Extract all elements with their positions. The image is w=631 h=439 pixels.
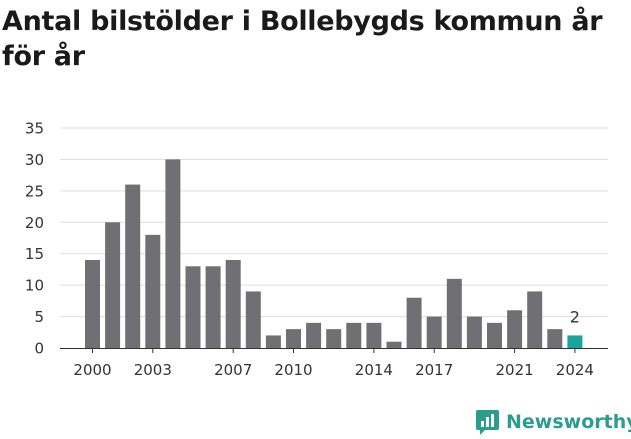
bar [366,322,382,348]
bar [145,234,161,348]
bar [225,260,241,348]
brand-name: Newsworthy [506,411,631,433]
data-label: 2 [570,307,580,326]
y-tick-label: 20 [25,214,44,232]
bar [245,291,261,348]
chart-title: Antal bilstölder i Bollebygds kommun år … [2,6,603,72]
bar [446,278,462,348]
axes [60,348,608,353]
bar [286,329,301,348]
bar [205,266,221,348]
y-tick-label: 35 [25,120,44,138]
newsworthy-icon [476,410,499,435]
bar [165,159,181,348]
bar [507,310,523,348]
bars [85,159,583,348]
y-tick-label: 5 [34,308,44,326]
bar [85,260,100,348]
bar [487,322,502,348]
y-tick-label: 15 [25,245,44,263]
bar [386,341,402,348]
bar [306,322,322,348]
x-tick-label: 2014 [355,361,393,379]
bar [326,329,342,348]
gridlines [60,127,608,318]
bar [547,329,563,348]
x-tick-label: 2017 [415,361,453,379]
bar [105,222,121,348]
y-tick-label: 10 [25,277,44,295]
y-tick-label: 0 [34,340,44,358]
y-tick-label: 30 [25,151,44,169]
y-tick-label: 25 [25,182,44,200]
x-tick-label: 2024 [556,361,594,379]
x-tick-label: 2003 [134,361,172,379]
bar [265,335,281,348]
x-tick-label: 2007 [214,361,252,379]
bar [426,316,442,348]
bar [406,297,422,348]
bar [346,322,362,348]
x-tick-label: 2010 [274,361,312,379]
labels: 0 5 10 15 20 25 30 35 2000 2003 2007 2010 2014 2017 20… [25,120,594,380]
bar [527,291,543,348]
bar [567,335,583,348]
bar [185,266,201,348]
bar [466,316,482,348]
x-tick-label: 2000 [73,361,111,379]
newsworthy-logo: Newsworthy [475,407,631,437]
bar [125,184,141,348]
x-tick-label: 2021 [496,361,534,379]
